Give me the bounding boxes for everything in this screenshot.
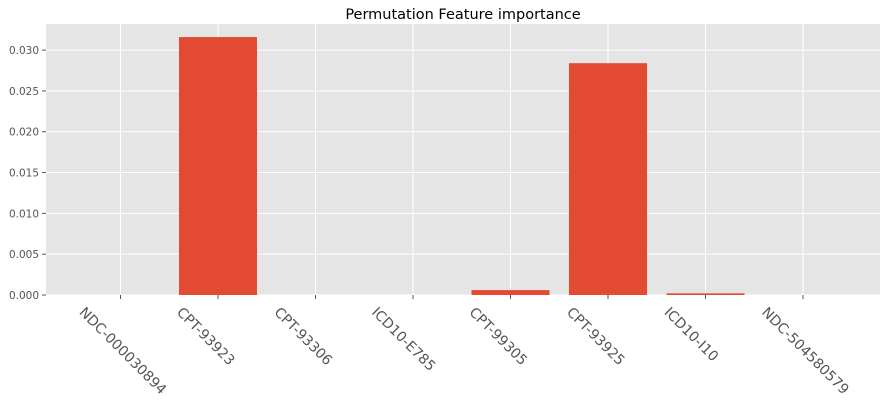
y-axis-ticks: 0.000 0.005 0.010 0.015 0.020 0.025 0.030 — [9, 45, 46, 302]
x-tick-label: CPT-93306 — [271, 305, 335, 369]
y-tick-label: 0.000 — [9, 290, 39, 302]
x-tick-label: CPT-99305 — [466, 305, 530, 369]
bar-cpt-93925 — [569, 63, 647, 295]
x-tick-label: NDC-504580579 — [758, 305, 852, 399]
bar-cpt-99305 — [471, 290, 550, 295]
y-tick-label: 0.005 — [9, 249, 39, 261]
x-tick-label: ICD10-I10 — [661, 305, 721, 365]
x-tick-label: NDC-000030894 — [76, 305, 170, 399]
x-axis-ticks: NDC-000030894 CPT-93923 CPT-93306 ICD10-E78… — [76, 295, 852, 398]
y-tick-label: 0.020 — [9, 127, 39, 139]
y-tick-label: 0.015 — [9, 168, 39, 180]
x-tick-label: CPT-93925 — [563, 305, 627, 369]
y-tick-label: 0.010 — [9, 208, 39, 220]
y-tick-label: 0.025 — [9, 86, 39, 98]
chart-title: Permutation Feature importance — [345, 7, 580, 23]
bars — [179, 37, 745, 295]
bar-icd10-i10 — [666, 293, 745, 295]
x-tick-label: CPT-93923 — [173, 305, 237, 369]
x-tick-label: ICD10-E785 — [368, 305, 438, 375]
y-tick-label: 0.030 — [9, 45, 39, 57]
bar-cpt-93923 — [179, 37, 257, 295]
